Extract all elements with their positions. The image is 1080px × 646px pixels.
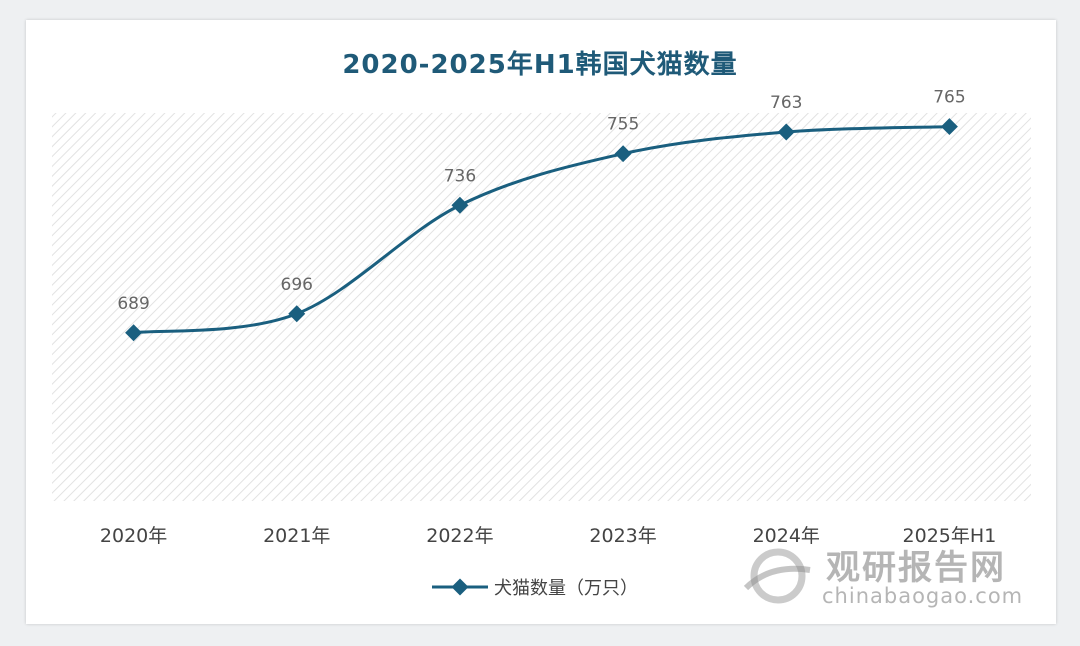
data-label: 765 <box>933 88 965 108</box>
x-tick-label: 2023年 <box>589 525 656 547</box>
legend-label: 犬猫数量（万只） <box>494 578 638 599</box>
watermark-cn: 观研报告网 <box>826 548 1006 588</box>
legend-line-marker-icon <box>432 578 488 596</box>
data-point-marker <box>125 324 143 342</box>
data-point-marker <box>614 145 632 163</box>
watermark-en: chinabaogao.com <box>822 584 1024 608</box>
data-label: 689 <box>117 294 149 314</box>
x-tick-label: 2025年H1 <box>903 525 997 547</box>
chart-title: 2020-2025年H1韩国犬猫数量 <box>342 50 738 80</box>
x-tick-label: 2024年 <box>753 525 820 547</box>
data-point-marker <box>288 305 306 323</box>
x-tick-label: 2020年 <box>100 525 167 547</box>
data-point-marker <box>451 196 469 214</box>
data-point-marker <box>940 118 958 136</box>
legend: 犬猫数量（万只） <box>432 574 638 600</box>
series-line <box>133 125 950 335</box>
watermark-logo-icon <box>743 548 811 604</box>
watermark: 观研报告网 chinabaogao.com <box>740 540 1040 610</box>
data-label: 736 <box>444 166 476 186</box>
data-label: 696 <box>281 275 313 295</box>
data-label: 763 <box>770 93 802 113</box>
x-tick-label: 2021年 <box>263 525 330 547</box>
plot-area <box>52 113 1031 501</box>
data-label: 755 <box>607 115 639 135</box>
x-tick-label: 2022年 <box>426 525 493 547</box>
